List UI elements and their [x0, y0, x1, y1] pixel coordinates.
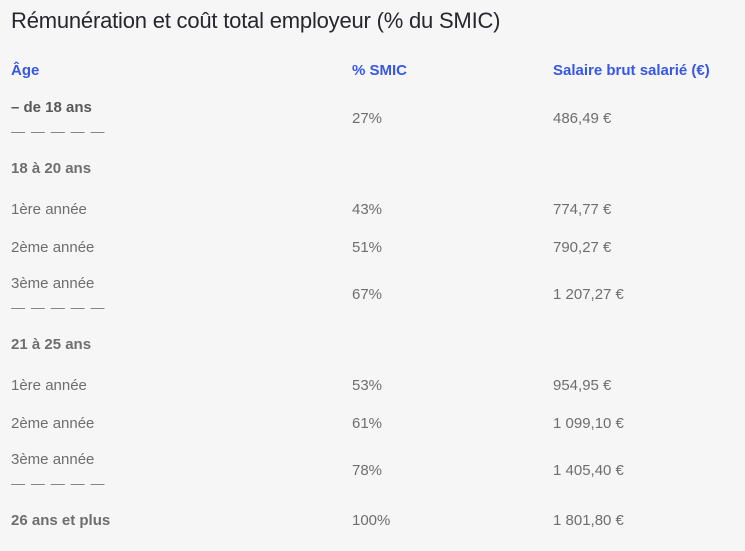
table-row: – de 18 ans — — — — — 27% 486,49 € — [0, 91, 745, 147]
table-row: 2ème année 51% 790,27 € — [0, 229, 745, 267]
salary-value: 1 801,80 € — [553, 512, 624, 529]
table-row: 3ème année — — — — — 67% 1 207,27 € — [0, 267, 745, 323]
smic-value: 78% — [352, 462, 383, 479]
table-header-row: Âge % SMIC Salaire brut salarié (€) — [0, 51, 745, 91]
age-label: 2ème année — [11, 239, 95, 256]
salary-value: 1 207,27 € — [553, 286, 624, 303]
age-label: 3ème année — [11, 451, 95, 468]
age-group-label: 21 à 25 ans — [11, 336, 92, 353]
salary-value: 774,77 € — [553, 201, 612, 218]
smic-value: 43% — [352, 201, 383, 218]
smic-value: 61% — [352, 415, 383, 432]
dash-separator: — — — — — — [11, 475, 106, 491]
age-label: 1ère année — [11, 377, 87, 394]
age-cell: 3ème année — — — — — — [11, 267, 352, 323]
table-row: 26 ans et plus 100% 1 801,80 € — [0, 499, 745, 543]
dash-separator: — — — — — — [11, 299, 106, 315]
age-cell: – de 18 ans — — — — — — [11, 91, 352, 147]
smic-value: 100% — [352, 512, 391, 529]
age-label: – de 18 ans — [11, 99, 92, 116]
table-group-row: 18 à 20 ans — [0, 147, 745, 191]
age-label: 26 ans et plus — [11, 512, 111, 529]
smic-value: 53% — [352, 377, 383, 394]
table-row: 1ère année 53% 954,95 € — [0, 367, 745, 405]
salary-value: 1 405,40 € — [553, 462, 624, 479]
column-header-smic: % SMIC — [352, 62, 408, 79]
age-label: 3ème année — [11, 275, 95, 292]
age-group-label: 18 à 20 ans — [11, 160, 92, 177]
table-row: 2ème année 61% 1 099,10 € — [0, 405, 745, 443]
salary-value: 1 099,10 € — [553, 415, 624, 432]
table-group-row: 21 à 25 ans — [0, 323, 745, 367]
smic-value: 67% — [352, 286, 383, 303]
table-row: 1ère année 43% 774,77 € — [0, 191, 745, 229]
dash-separator: — — — — — — [11, 123, 106, 139]
age-label: 2ème année — [11, 415, 95, 432]
remuneration-table: Âge % SMIC Salaire brut salarié (€) – de… — [0, 51, 745, 543]
smic-value: 51% — [352, 239, 383, 256]
page-title: Rémunération et coût total employeur (% … — [11, 8, 501, 33]
salary-value: 790,27 € — [553, 239, 612, 256]
smic-value: 27% — [352, 110, 383, 127]
column-header-salary: Salaire brut salarié (€) — [553, 62, 710, 79]
column-header-age: Âge — [11, 62, 40, 79]
salary-value: 954,95 € — [553, 377, 612, 394]
salary-value: 486,49 € — [553, 110, 612, 127]
age-cell: 3ème année — — — — — — [11, 443, 352, 499]
age-label: 1ère année — [11, 201, 87, 218]
table-row: 3ème année — — — — — 78% 1 405,40 € — [0, 443, 745, 499]
